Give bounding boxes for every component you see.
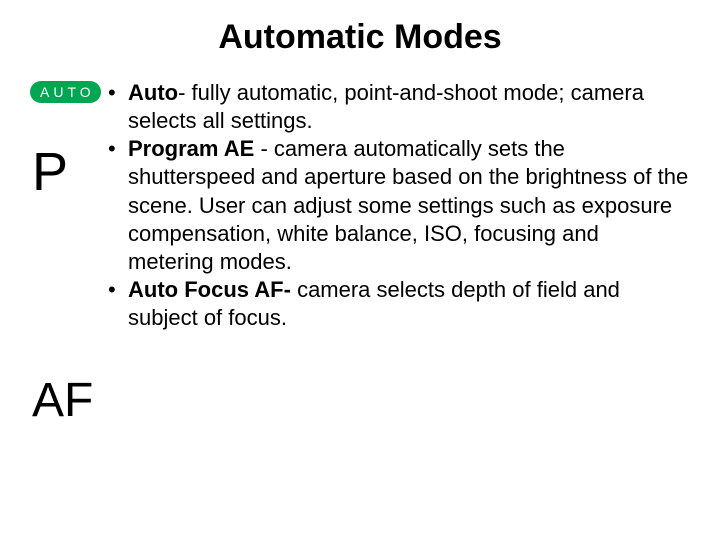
bullet-bold: Auto Focus AF- <box>128 277 297 302</box>
list-item: Auto Focus AF- camera selects depth of f… <box>106 276 690 332</box>
bullet-bold: Auto <box>128 80 178 105</box>
bullet-list: Auto- fully automatic, point-and-shoot m… <box>106 79 690 332</box>
bullet-text: - fully automatic, point-and-shoot mode;… <box>128 80 644 133</box>
auto-mode-badge: AUTO <box>30 81 101 103</box>
list-item: Auto- fully automatic, point-and-shoot m… <box>106 79 690 135</box>
p-mode-icon: P <box>32 145 68 199</box>
list-item: Program AE - camera automatically sets t… <box>106 135 690 276</box>
af-mode-icon: AF <box>32 377 93 425</box>
bullet-bold: Program AE <box>128 136 260 161</box>
slide-content: AUTO P AF Auto- fully automatic, point-a… <box>30 79 690 332</box>
slide-title: Automatic Modes <box>30 18 690 57</box>
slide: Automatic Modes AUTO P AF Auto- fully au… <box>0 0 720 540</box>
